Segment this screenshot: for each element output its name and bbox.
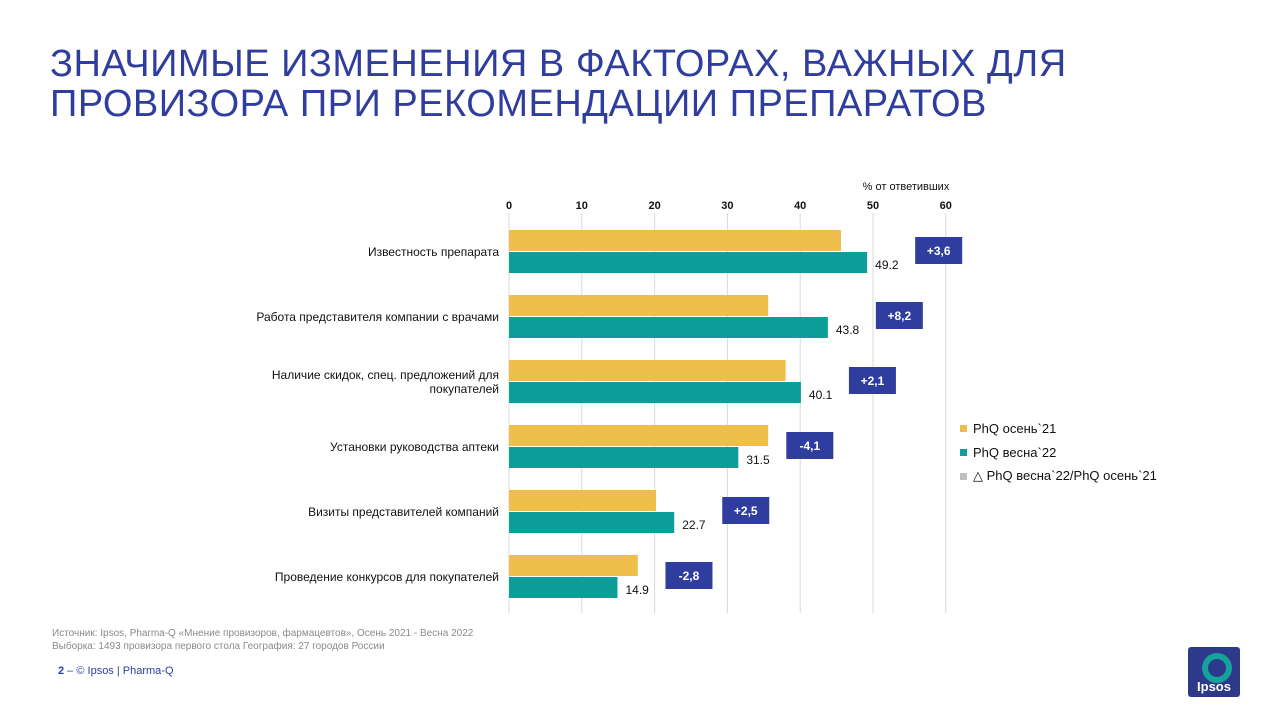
data-label-spring22: 43.8 <box>836 323 860 337</box>
delta-badge <box>665 562 713 589</box>
bar-spring22 <box>509 447 739 468</box>
delta-badge <box>915 237 963 264</box>
data-label-spring22: 40.1 <box>809 388 833 402</box>
legend-item-spring22: PhQ весна`22 <box>960 440 1157 464</box>
legend-item-autumn21: PhQ осень`21 <box>960 416 1157 440</box>
legend-item-delta: △ PhQ весна`22/PhQ осень`21 <box>960 464 1157 488</box>
category-label: Известность препарата <box>368 245 499 259</box>
category-label: Работа представителя компании с врачами <box>256 310 499 324</box>
bar-autumn21 <box>509 490 657 511</box>
logo-text: Ipsos <box>1197 679 1231 694</box>
ipsos-logo: Ipsos <box>1188 647 1240 697</box>
delta-badge-label: -2,8 <box>679 569 700 583</box>
page-number: 2 <box>58 665 65 677</box>
page-title-line-2: ПРОВИЗОРА ПРИ РЕКОМЕНДАЦИИ ПРЕПАРАТОВ <box>50 83 987 125</box>
footer-source: Источник: Ipsos, Pharma-Q «Мнение провиз… <box>52 628 474 639</box>
x-tick-label: 50 <box>867 200 879 212</box>
delta-badge <box>848 367 896 394</box>
category-label: Проведение конкурсов для покупателей <box>275 570 499 584</box>
page-separator: – <box>64 665 77 677</box>
axis-unit-label: % от ответивших <box>863 181 950 193</box>
page-title: ЗНАЧИМЫЕ ИЗМЕНЕНИЯ В ФАКТОРАХ, ВАЖНЫХ ДЛ… <box>50 44 1200 124</box>
legend-swatch-autumn21 <box>960 424 967 432</box>
delta-badge-label: +2,5 <box>734 504 758 518</box>
category-label: Наличие скидок, спец. предложений для <box>272 368 499 382</box>
bar-spring22 <box>509 512 675 533</box>
legend-swatch-spring22 <box>960 448 967 456</box>
category-label: Визиты представителей компаний <box>308 505 499 519</box>
legend-label-delta: △ PhQ весна`22/PhQ осень`21 <box>973 468 1157 483</box>
data-label-spring22: 22.7 <box>682 518 706 532</box>
bar-autumn21 <box>509 360 786 381</box>
footer-page-info: 2 – © Ipsos | Pharma-Q <box>58 665 174 677</box>
delta-badge <box>786 432 834 459</box>
x-tick-label: 0 <box>506 200 512 212</box>
delta-badge-label: +3,6 <box>927 244 951 258</box>
legend-swatch-delta <box>960 472 967 480</box>
data-label-spring22: 49.2 <box>875 258 899 272</box>
data-label-spring22: 31.5 <box>746 453 770 467</box>
delta-badge-label: +2,1 <box>861 374 885 388</box>
bar-autumn21 <box>509 230 841 251</box>
x-tick-label: 40 <box>794 200 806 212</box>
bar-autumn21 <box>509 295 769 316</box>
delta-badge <box>875 302 923 329</box>
page-title-line-1: ЗНАЧИМЫЕ ИЗМЕНЕНИЯ В ФАКТОРАХ, ВАЖНЫХ ДЛ… <box>50 43 1067 85</box>
category-label: покупателей <box>430 382 499 396</box>
x-tick-label: 10 <box>576 200 588 212</box>
bar-spring22 <box>509 317 828 338</box>
bar-spring22 <box>509 577 618 598</box>
footer-sample: Выборка: 1493 провизора первого стола Ге… <box>52 641 385 652</box>
category-label: Установки руководства аптеки <box>330 440 499 454</box>
legend-label-spring22: PhQ весна`22 <box>973 444 1057 460</box>
copyright: © Ipsos | Pharma-Q <box>76 665 174 677</box>
footer-source-block: Источник: Ipsos, Pharma-Q «Мнение провиз… <box>52 627 473 653</box>
x-tick-label: 20 <box>648 200 660 212</box>
delta-badge-label: +8,2 <box>888 309 912 323</box>
x-tick-label: 30 <box>721 200 733 212</box>
bar-spring22 <box>509 382 801 403</box>
bar-spring22 <box>509 252 868 273</box>
bar-autumn21 <box>509 555 638 576</box>
delta-badge-label: -4,1 <box>799 439 820 453</box>
bar-autumn21 <box>509 425 769 446</box>
chart-legend: PhQ осень`21 PhQ весна`22 △ PhQ весна`22… <box>960 416 1157 488</box>
data-label-spring22: 14.9 <box>625 583 649 597</box>
delta-badge <box>722 497 770 524</box>
logo-arc-inner <box>1208 659 1226 677</box>
legend-label-autumn21: PhQ осень`21 <box>973 420 1057 436</box>
x-tick-label: 60 <box>940 200 952 212</box>
